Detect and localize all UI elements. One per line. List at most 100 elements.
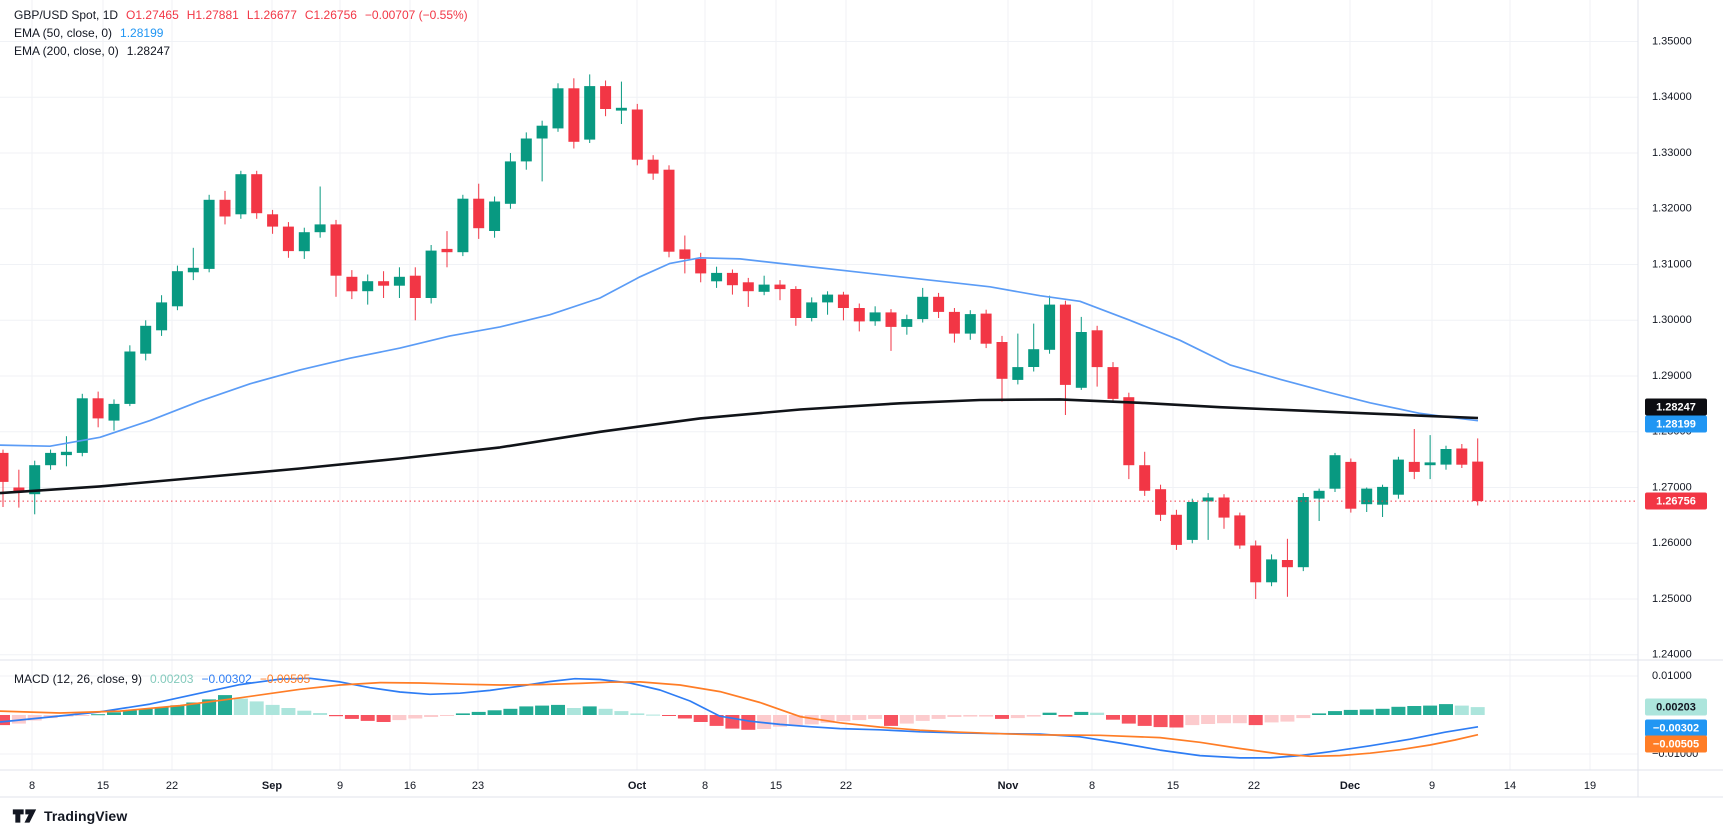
candle[interactable] [1424, 462, 1436, 466]
candle[interactable] [1091, 330, 1103, 368]
candle[interactable] [1075, 332, 1087, 388]
macd-histogram-bar[interactable] [836, 715, 851, 722]
candle[interactable] [251, 174, 263, 214]
macd-histogram-bar[interactable] [915, 715, 930, 721]
candle[interactable] [1139, 465, 1151, 491]
macd-histogram-bar[interactable] [693, 715, 708, 722]
macd-histogram-bar[interactable] [107, 712, 121, 715]
candle[interactable] [378, 281, 390, 286]
candle[interactable] [171, 271, 183, 307]
candle[interactable] [1044, 304, 1056, 350]
price-pane[interactable] [0, 74, 1638, 599]
macd-histogram-bar[interactable] [1454, 705, 1469, 715]
macd-histogram-bar[interactable] [709, 715, 724, 726]
macd-histogram-bar[interactable] [1074, 711, 1089, 715]
macd-histogram-bar[interactable] [281, 708, 296, 715]
candle[interactable] [536, 125, 548, 139]
candle[interactable] [584, 86, 596, 140]
candle[interactable] [742, 282, 754, 292]
candle[interactable] [187, 267, 199, 273]
candle[interactable] [314, 224, 326, 233]
candle[interactable] [235, 174, 247, 215]
ema200-label[interactable]: EMA (200, close, 0) [14, 44, 119, 58]
price-scale[interactable]: 1.35000 1.34000 1.33000 1.32000 1.31000 1.300… [1645, 35, 1707, 760]
macd-histogram-bar[interactable] [1439, 704, 1453, 715]
macd-histogram-bar[interactable] [852, 715, 867, 721]
macd-histogram-bar[interactable] [931, 715, 946, 719]
tradingview-branding[interactable]: TradingView [12, 806, 127, 826]
ema200-legend-row[interactable]: EMA (200, close, 0) 1.28247 [14, 42, 468, 60]
macd-label[interactable]: MACD (12, 26, close, 9) [14, 672, 143, 686]
candle[interactable] [1408, 461, 1420, 472]
candle[interactable] [13, 487, 25, 493]
macd-histogram-bar[interactable] [677, 715, 692, 719]
macd-histogram-bar[interactable] [122, 710, 137, 715]
candle[interactable] [774, 284, 786, 290]
macd-histogram-bar[interactable] [297, 710, 312, 715]
candle[interactable] [933, 296, 945, 312]
macd-histogram-bar[interactable] [154, 707, 169, 715]
candle[interactable] [298, 232, 310, 252]
candle[interactable] [124, 351, 136, 404]
macd-histogram-bar[interactable] [487, 710, 502, 715]
macd-histogram-bar[interactable] [1328, 711, 1342, 715]
candle[interactable] [837, 294, 849, 308]
macd-histogram-bar[interactable] [1280, 715, 1295, 722]
macd-histogram-bar[interactable] [1153, 715, 1168, 728]
macd-histogram-bar[interactable] [551, 704, 565, 715]
candle[interactable] [631, 109, 643, 160]
candle[interactable] [108, 403, 120, 421]
macd-histogram-bar[interactable] [820, 715, 835, 723]
candle[interactable] [1440, 449, 1452, 465]
ema50-label[interactable]: EMA (50, close, 0) [14, 26, 113, 40]
candle[interactable] [409, 275, 421, 298]
macd-histogram-bar[interactable] [1470, 707, 1485, 715]
macd-histogram-bar[interactable] [741, 715, 756, 730]
candle[interactable] [0, 452, 9, 482]
macd-histogram-bar[interactable] [1185, 715, 1200, 726]
candle[interactable] [282, 226, 294, 252]
macd-histogram-bar[interactable] [75, 715, 90, 716]
macd-histogram-bar[interactable] [471, 711, 486, 715]
macd-histogram-bar[interactable] [519, 706, 534, 715]
ema50-legend-row[interactable]: EMA (50, close, 0) 1.28199 [14, 24, 468, 42]
macd-histogram-bar[interactable] [344, 715, 359, 719]
macd-histogram-bar[interactable] [804, 715, 819, 725]
ema200-line[interactable] [0, 398, 1479, 495]
macd-histogram-bar[interactable] [1169, 715, 1184, 728]
macd-histogram-bar[interactable] [582, 706, 597, 715]
candle[interactable] [219, 199, 231, 217]
macd-histogram-bar[interactable] [138, 708, 153, 715]
macd-histogram-bar[interactable] [1296, 715, 1311, 719]
candle[interactable] [1170, 514, 1182, 545]
candle[interactable] [901, 319, 913, 327]
candle[interactable] [45, 452, 57, 466]
candle[interactable] [1059, 304, 1071, 385]
candle[interactable] [1186, 502, 1198, 540]
candle[interactable] [1266, 559, 1278, 583]
macd-histogram-bar[interactable] [1106, 715, 1120, 720]
candle[interactable] [1281, 560, 1293, 568]
macd-histogram-bar[interactable] [1121, 715, 1136, 724]
macd-histogram-bar[interactable] [233, 698, 248, 715]
candle[interactable] [948, 311, 960, 334]
macd-histogram-bar[interactable] [868, 715, 883, 719]
candle[interactable] [473, 198, 485, 229]
candle[interactable] [1392, 459, 1404, 495]
symbol-title[interactable]: GBP/USD Spot, 1D [14, 8, 119, 22]
macd-histogram-bar[interactable] [1232, 715, 1247, 724]
symbol-legend[interactable]: GBP/USD Spot, 1D O1.27465 H1.27881 L1.26… [14, 6, 468, 60]
macd-histogram-bar[interactable] [773, 715, 787, 727]
candle[interactable] [552, 88, 564, 129]
macd-histogram-bar[interactable] [646, 714, 661, 716]
candle[interactable] [330, 224, 342, 276]
candle[interactable] [362, 281, 374, 292]
candle[interactable] [441, 248, 453, 253]
candle[interactable] [711, 272, 723, 282]
candle[interactable] [92, 398, 104, 419]
candle[interactable] [393, 276, 405, 286]
macd-histogram-bar[interactable] [202, 699, 217, 715]
candle[interactable] [1234, 515, 1246, 546]
candle[interactable] [1361, 488, 1373, 505]
macd-histogram-bar[interactable] [1090, 712, 1105, 715]
